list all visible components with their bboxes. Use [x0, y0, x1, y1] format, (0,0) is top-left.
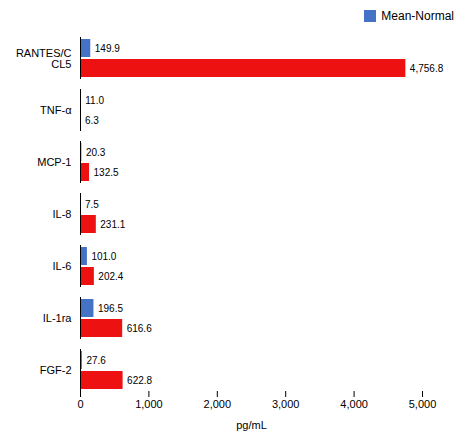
- svg-text:27.6: 27.6: [86, 355, 106, 366]
- svg-text:IL-8: IL-8: [53, 208, 72, 220]
- svg-text:101.0: 101.0: [91, 251, 116, 262]
- svg-text:11.0: 11.0: [85, 95, 104, 106]
- svg-text:202.4: 202.4: [98, 271, 123, 282]
- svg-text:5,000: 5,000: [409, 398, 437, 410]
- svg-text:196.5: 196.5: [98, 303, 123, 314]
- svg-text:RANTES/CCL5: RANTES/CCL5: [16, 47, 72, 70]
- svg-text:7.5: 7.5: [85, 199, 99, 210]
- svg-text:0: 0: [77, 398, 83, 410]
- svg-text:4,756.8: 4,756.8: [410, 63, 444, 74]
- svg-text:MCP-1: MCP-1: [37, 156, 71, 168]
- svg-text:3,000: 3,000: [272, 398, 300, 410]
- html-text:Mean-Normal: Mean-Normal: [381, 9, 454, 23]
- svg-text:TNF-α: TNF-α: [40, 104, 72, 116]
- svg-text:231.1: 231.1: [100, 219, 125, 230]
- svg-text:6.3: 6.3: [85, 115, 99, 126]
- svg-text:IL-1ra: IL-1ra: [43, 312, 73, 324]
- svg-text:FGF-2: FGF-2: [40, 364, 72, 376]
- svg-text:132.5: 132.5: [94, 167, 119, 178]
- svg-text:20.3: 20.3: [86, 147, 106, 158]
- svg-text:IL-6: IL-6: [53, 260, 72, 272]
- svg-text:616.6: 616.6: [127, 323, 152, 334]
- svg-text:pg/mL: pg/mL: [236, 419, 267, 431]
- svg-text:2,000: 2,000: [204, 398, 232, 410]
- svg-text:1,000: 1,000: [135, 398, 163, 410]
- svg-text:4,000: 4,000: [340, 398, 368, 410]
- svg-text:149.9: 149.9: [95, 43, 120, 54]
- svg-text:622.8: 622.8: [127, 375, 152, 386]
